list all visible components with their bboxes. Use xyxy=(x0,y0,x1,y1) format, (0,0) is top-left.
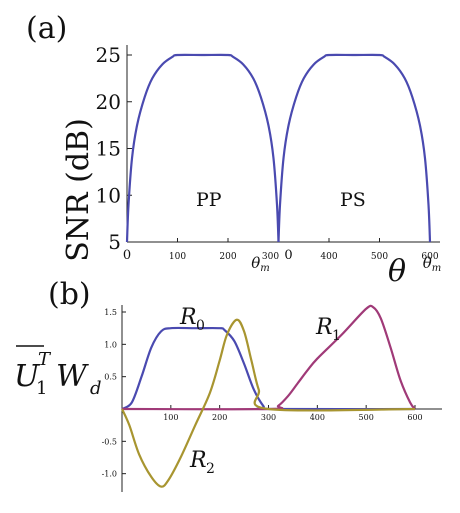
panel-a-xtick-label: 400 xyxy=(320,252,337,262)
series-label-r1: R 1 xyxy=(315,315,341,344)
annotation-pp: PP xyxy=(196,189,222,211)
panel-a: (a) SNR (dB) 5 10 15 20 25 0 100 200 300 0 400 500… xyxy=(26,11,441,289)
panel-a-ytick-label: 20 xyxy=(96,90,121,114)
panel-a-xtick-label: 300 xyxy=(262,252,279,262)
panel-b-ytick-label: 1.5 xyxy=(104,308,117,317)
series-line-r0 xyxy=(121,326,416,411)
panel-b-xtick-label: 300 xyxy=(261,413,276,422)
series-label-r0: R 0 xyxy=(179,305,205,334)
panel-a-xtick-label: 0 xyxy=(123,248,131,263)
svg-text:2: 2 xyxy=(206,461,215,477)
panel-b-xtick-label: 600 xyxy=(407,413,422,422)
svg-text:R: R xyxy=(189,448,207,473)
panel-b-xtick-label: 100 xyxy=(163,413,178,422)
panel-b-xtick-label: 200 xyxy=(212,413,227,422)
series-line-r2 xyxy=(120,318,416,488)
panel-a-xtick-label: 200 xyxy=(219,252,236,262)
panel-a-ylabel: SNR (dB) xyxy=(61,118,96,262)
panel-a-xtick-label: 500 xyxy=(371,252,388,262)
panel-a-ytick-label: 5 xyxy=(108,230,121,254)
panel-a-theta-m-label: θm xyxy=(423,254,442,274)
annotation-ps: PS xyxy=(340,189,366,211)
panel-a-xlabel: θ xyxy=(388,254,406,289)
panel-b-ytick-label: -0.5 xyxy=(102,437,117,446)
panel-b: (b) U 1 T W d 1.5 1.0 0.5 -0.5 -1.0 100 200 30… xyxy=(14,277,442,492)
svg-text:T: T xyxy=(38,349,52,370)
series-label-r2: R 2 xyxy=(189,448,215,477)
panel-b-ytick-label: 1.0 xyxy=(104,340,117,349)
svg-text:1: 1 xyxy=(332,328,341,344)
svg-text:R: R xyxy=(179,305,197,330)
panel-a-ytick-label: 15 xyxy=(96,137,121,161)
panel-a-label: (a) xyxy=(26,11,67,46)
snr-curve-pp xyxy=(125,53,280,243)
panel-b-xtick-label: 500 xyxy=(359,413,374,422)
snr-curve-ps xyxy=(277,53,432,243)
panel-b-ytick-label: 0.5 xyxy=(104,373,117,382)
panel-b-ytick-label: -1.0 xyxy=(102,470,117,479)
panel-a-xtick-label: 600 xyxy=(421,252,438,262)
panel-a-ytick-label: 10 xyxy=(96,183,121,207)
series-line-r1 xyxy=(121,304,416,411)
panel-b-label: (b) xyxy=(48,277,91,312)
panel-b-xtick-label: 400 xyxy=(310,413,325,422)
svg-text:d: d xyxy=(90,378,102,399)
svg-text:0: 0 xyxy=(196,318,205,334)
svg-text:R: R xyxy=(315,315,333,340)
panel-b-ylabel: U 1 T W d xyxy=(14,345,102,399)
panel-a-theta-m-label: θm xyxy=(251,254,270,274)
svg-text:1: 1 xyxy=(36,378,47,399)
panel-a-xtick-label: 0 xyxy=(284,248,292,263)
svg-text:U: U xyxy=(14,359,41,394)
svg-text:W: W xyxy=(56,359,89,394)
panel-a-xtick-label: 100 xyxy=(169,252,186,262)
panel-a-ytick-label: 25 xyxy=(96,43,121,67)
